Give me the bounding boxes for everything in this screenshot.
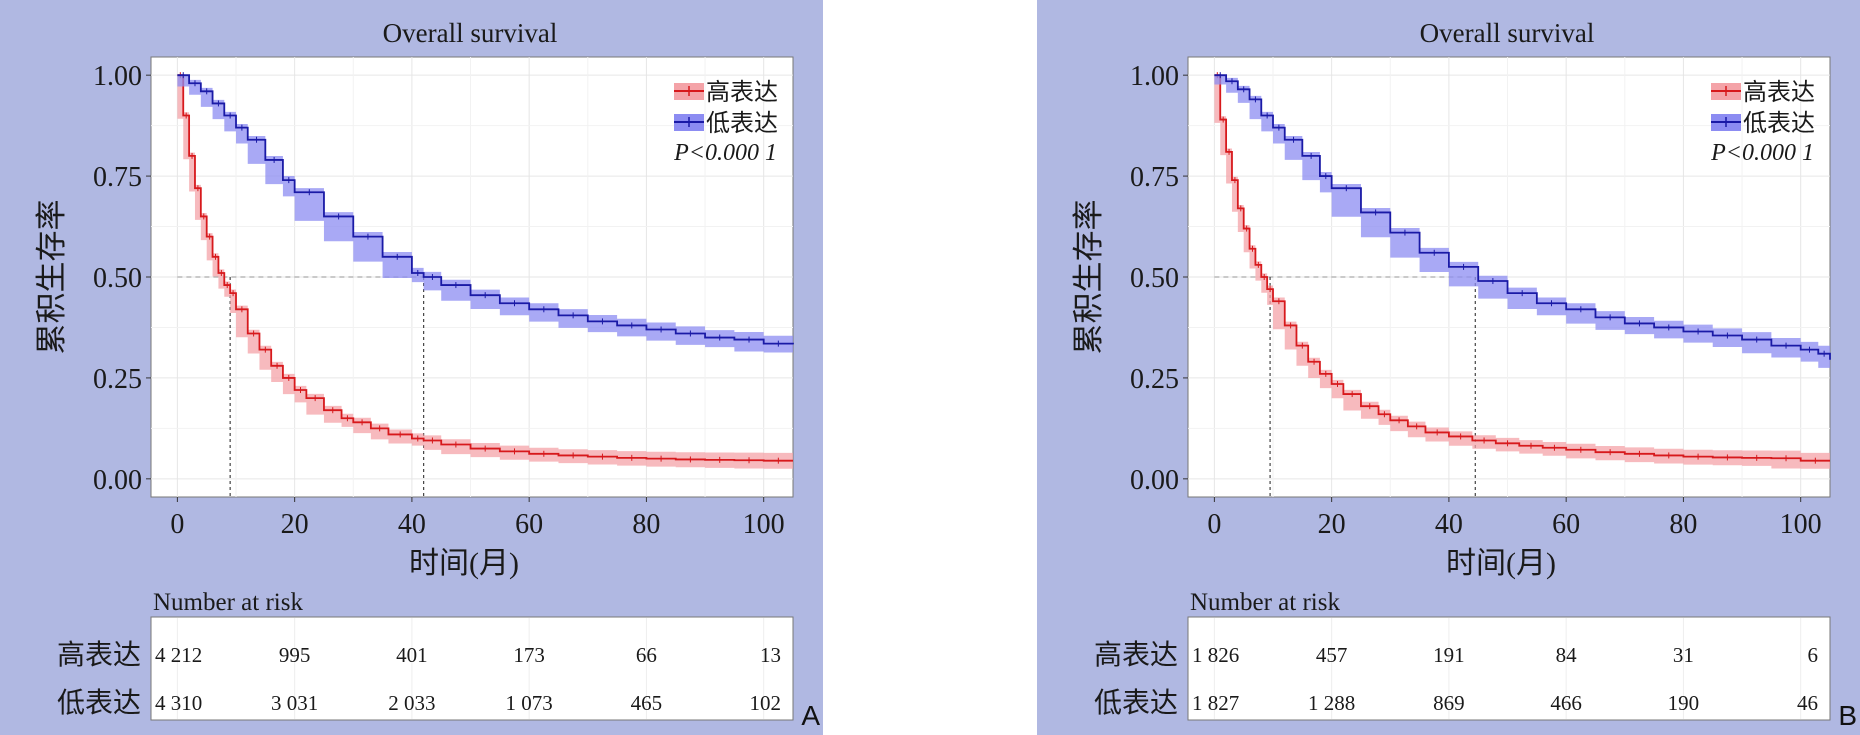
legend-label: 低表达 — [706, 110, 778, 137]
y-tick-label: 0.75 — [1130, 162, 1179, 193]
legend-label: 高表达 — [706, 79, 778, 106]
legend-item-high: 高表达 — [674, 79, 778, 106]
y-tick-label: 0.25 — [1130, 364, 1179, 395]
risk-table-box — [1187, 616, 1831, 721]
x-tick-label: 20 — [281, 509, 309, 540]
risk-value: 4 310 — [155, 691, 202, 715]
y-axis-label: 累积生存率 — [34, 200, 69, 355]
risk-value: 995 — [279, 643, 311, 667]
chart-title: Overall survival — [383, 18, 558, 48]
x-tick-label: 60 — [1552, 509, 1580, 540]
x-tick-label: 100 — [1780, 509, 1822, 540]
risk-value: 190 — [1668, 691, 1700, 715]
risk-value: 401 — [396, 643, 428, 667]
p-value: P<0.000 1 — [673, 140, 777, 166]
x-tick-label: 80 — [1669, 509, 1697, 540]
y-tick-label: 0.25 — [93, 364, 142, 395]
risk-table-box — [150, 616, 794, 721]
survival-chart-b: Overall survival 0.00 0.25 0.50 0.75 1.00 0 20 4… — [1071, 18, 1831, 721]
legend-label: 低表达 — [1743, 110, 1815, 137]
x-tick-label: 0 — [1207, 509, 1221, 540]
p-value: P<0.000 1 — [1710, 140, 1814, 166]
series-high — [177, 72, 794, 469]
risk-row-label: 高表达 — [57, 639, 141, 671]
x-tick-label: 40 — [398, 509, 426, 540]
survival-curve — [1214, 74, 1831, 360]
panel-b: Overall survival 0.00 0.25 0.50 0.75 1.00 0 20 4… — [1037, 0, 1860, 735]
risk-row-label: 低表达 — [1094, 687, 1178, 719]
risk-value: 191 — [1433, 643, 1465, 667]
x-tick-label: 0 — [170, 509, 184, 540]
panel-label: B — [1838, 700, 1857, 731]
risk-value: 1 288 — [1308, 691, 1355, 715]
x-axis-label: 时间(月) — [1446, 547, 1556, 580]
y-axis-label: 累积生存率 — [1071, 200, 1106, 355]
risk-value: 1 073 — [506, 691, 553, 715]
risk-value: 2 033 — [388, 691, 435, 715]
risk-row-label: 高表达 — [1094, 639, 1178, 671]
y-tick-label: 0.50 — [1130, 263, 1179, 294]
legend-item-low: 低表达 — [674, 110, 778, 137]
risk-value: 4 212 — [155, 643, 202, 667]
survival-curve — [1214, 74, 1830, 462]
risk-value: 3 031 — [271, 691, 318, 715]
risk-table-title: Number at risk — [1190, 589, 1340, 616]
chart-title: Overall survival — [1420, 18, 1595, 48]
risk-value: 173 — [513, 643, 545, 667]
legend-label: 高表达 — [1743, 79, 1815, 106]
risk-value: 1 827 — [1192, 691, 1239, 715]
survival-chart-a: Overall survival 0.00 0.25 0.50 0.75 1.00 0 20 4… — [34, 18, 794, 721]
risk-value: 465 — [631, 691, 663, 715]
y-tick-label: 1.00 — [1130, 61, 1179, 92]
risk-value: 46 — [1797, 691, 1818, 715]
legend-item-high: 高表达 — [1711, 79, 1815, 106]
risk-row-label: 低表达 — [57, 687, 141, 719]
risk-value: 457 — [1316, 643, 1348, 667]
risk-value: 66 — [636, 643, 657, 667]
y-tick-label: 0.75 — [93, 162, 142, 193]
y-tick-label: 1.00 — [93, 61, 142, 92]
panel-a: Overall survival 0.00 0.25 0.50 0.75 1.00 0 20 4… — [0, 0, 823, 735]
risk-value: 84 — [1556, 643, 1578, 667]
y-tick-label: 0.00 — [1130, 465, 1179, 496]
risk-table-title: Number at risk — [153, 589, 303, 616]
risk-value: 869 — [1433, 691, 1465, 715]
confidence-band — [1214, 75, 1830, 368]
risk-value: 102 — [750, 691, 782, 715]
panel-label: A — [801, 700, 820, 731]
series-low — [1214, 72, 1831, 368]
x-tick-label: 40 — [1435, 509, 1463, 540]
legend-item-low: 低表达 — [1711, 110, 1815, 137]
series-low — [177, 72, 794, 353]
risk-value: 6 — [1808, 643, 1819, 667]
series-high — [1214, 72, 1830, 469]
x-tick-label: 80 — [632, 509, 660, 540]
risk-value: 1 826 — [1192, 643, 1239, 667]
risk-value: 13 — [760, 643, 781, 667]
x-tick-label: 20 — [1318, 509, 1346, 540]
x-tick-label: 60 — [515, 509, 543, 540]
survival-curve — [177, 74, 793, 462]
y-tick-label: 0.00 — [93, 465, 142, 496]
y-tick-label: 0.50 — [93, 263, 142, 294]
risk-value: 466 — [1550, 691, 1582, 715]
x-tick-label: 100 — [743, 509, 785, 540]
survival-curve — [177, 74, 794, 345]
x-axis-label: 时间(月) — [409, 547, 519, 580]
risk-value: 31 — [1673, 643, 1694, 667]
